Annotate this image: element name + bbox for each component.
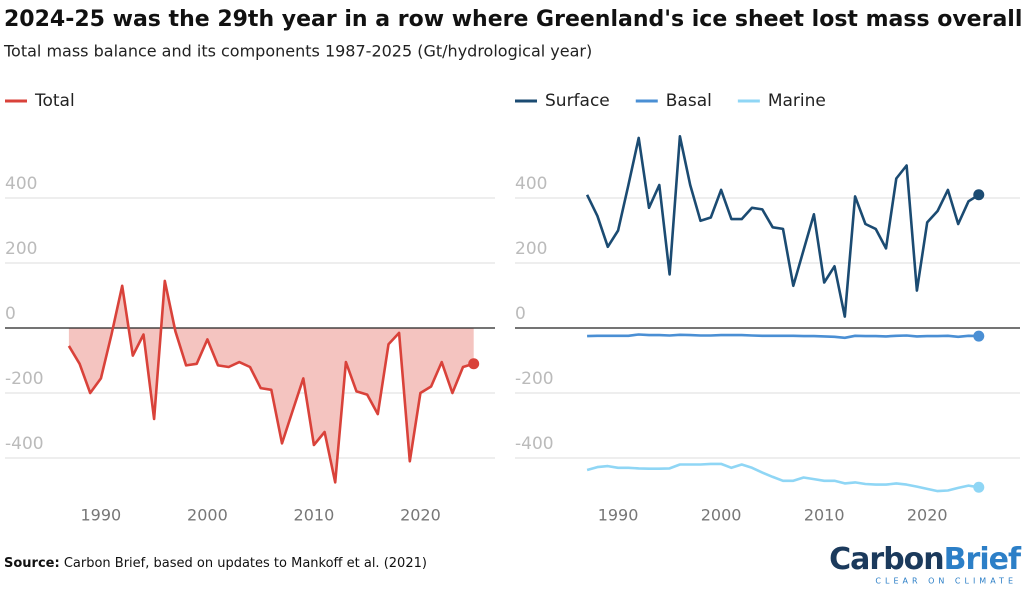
chart-subtitle: Total mass balance and its components 19… (3, 42, 592, 61)
x-tick-label: 2000 (701, 506, 742, 525)
x-tick-label: 2010 (804, 506, 845, 525)
legend-label: Basal (666, 91, 712, 111)
y-tick-label: -400 (5, 434, 44, 454)
end-marker (468, 358, 480, 370)
legend-label: Marine (768, 91, 826, 111)
source-label: Source: (4, 556, 60, 571)
legend-label: Surface (545, 91, 610, 111)
end-marker (973, 330, 985, 342)
line (586, 462, 980, 493)
line (67, 279, 475, 484)
x-tick-label: 2010 (294, 506, 335, 525)
legend-label: Total (34, 91, 75, 111)
y-tick-label: 400 (5, 174, 37, 194)
logo: CarbonBrief (829, 542, 1022, 577)
line (587, 333, 979, 340)
y-tick-label: 200 (5, 239, 37, 259)
y-tick-label: 0 (5, 304, 16, 324)
source: Source: Carbon Brief, based on updates t… (4, 556, 427, 571)
x-tick-label: 2000 (187, 506, 228, 525)
x-tick-label: 1990 (81, 506, 122, 525)
area (68, 280, 474, 483)
line (585, 135, 980, 318)
y-tick-label: -200 (5, 369, 44, 389)
logo-part: Carbon (829, 542, 944, 577)
logo-tagline: CLEAR ON CLIMATE (875, 577, 1017, 586)
x-tick-label: 2020 (907, 506, 948, 525)
y-tick-label: -400 (515, 434, 554, 454)
chart-title: 2024-25 was the 29th year in a row where… (4, 7, 1022, 32)
y-tick-label: -200 (515, 369, 554, 389)
y-tick-label: 200 (515, 239, 547, 259)
y-tick-label: 0 (515, 304, 526, 324)
x-tick-label: 1990 (598, 506, 639, 525)
end-marker (973, 481, 985, 493)
source-text: Carbon Brief, based on updates to Mankof… (64, 556, 427, 571)
y-tick-label: 400 (515, 174, 547, 194)
end-marker (973, 189, 985, 201)
x-tick-label: 2020 (400, 506, 441, 525)
logo-part: Brief (944, 542, 1022, 577)
